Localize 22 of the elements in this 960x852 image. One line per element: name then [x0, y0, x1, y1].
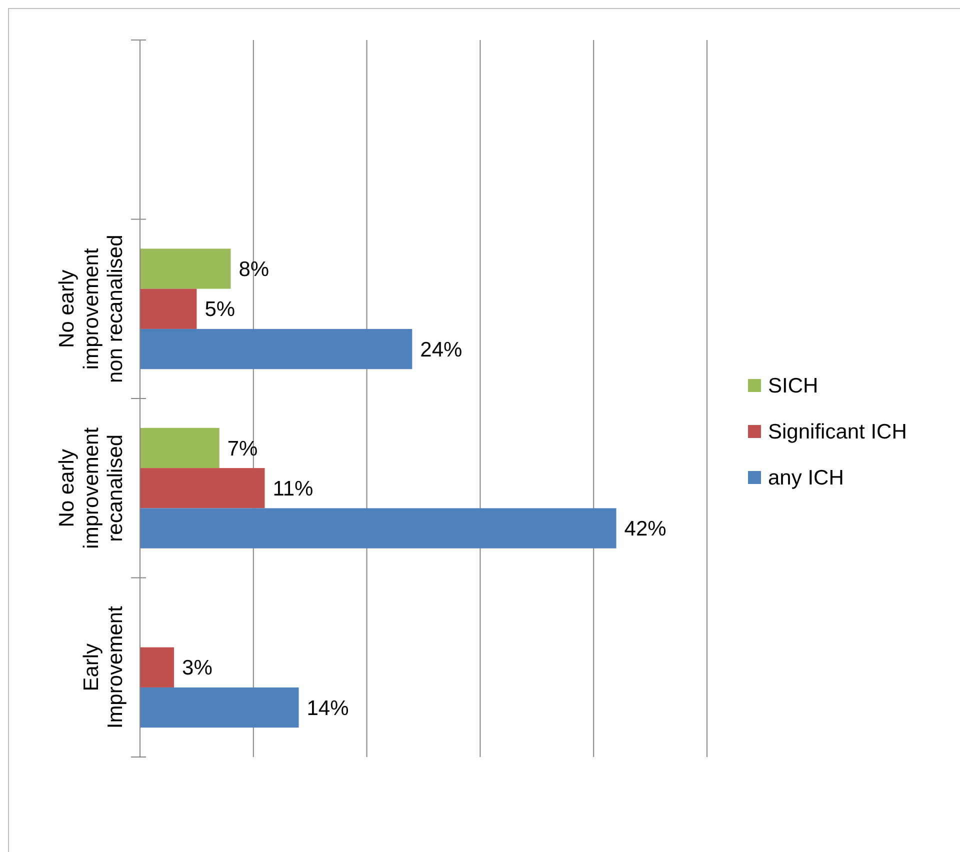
y-tick-label: Early Improvement — [80, 606, 127, 729]
bar — [140, 428, 220, 468]
data-label: 5% — [204, 298, 236, 322]
data-label: 8% — [238, 258, 270, 282]
data-label: 14% — [306, 696, 349, 720]
bar — [140, 647, 174, 688]
bar — [140, 468, 265, 508]
bar — [140, 508, 616, 548]
data-label: 3% — [182, 656, 212, 680]
y-tick-label: No early improvement recanalised — [56, 427, 127, 549]
data-label: 7% — [227, 437, 258, 460]
bar — [140, 687, 299, 728]
legend-label: Significant ICH — [768, 420, 907, 444]
data-label: 24% — [420, 338, 462, 362]
bar — [140, 328, 412, 370]
data-label: 42% — [624, 518, 666, 541]
legend-label: any ICH — [768, 466, 844, 490]
y-tick-label: No early improvement non recanalised — [56, 234, 127, 384]
bar — [140, 288, 197, 329]
bar — [140, 248, 231, 289]
data-label: 11% — [272, 477, 314, 500]
legend-label: SICH — [768, 374, 818, 398]
